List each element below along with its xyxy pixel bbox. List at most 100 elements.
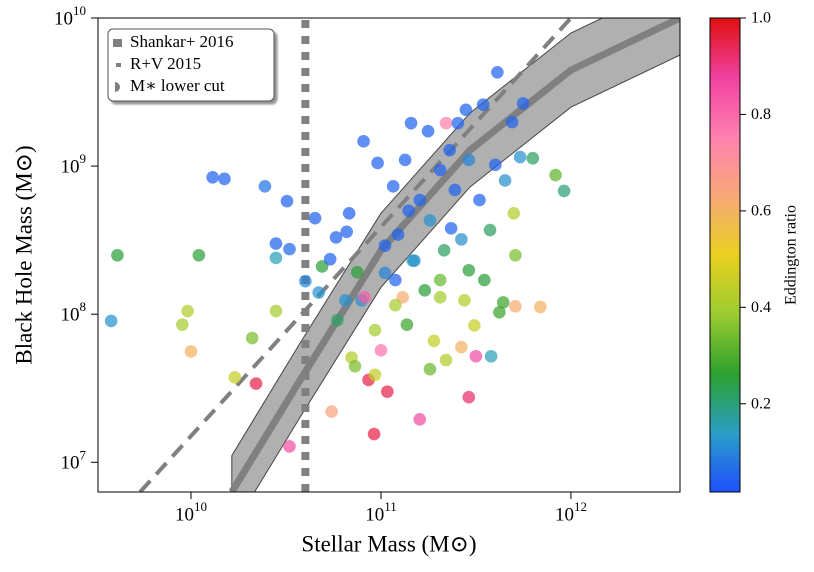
point <box>258 180 272 193</box>
point <box>462 153 476 167</box>
point <box>342 207 356 220</box>
legend-label: M∗ lower cut <box>130 76 225 95</box>
point <box>249 377 263 390</box>
point <box>381 385 394 398</box>
point <box>245 331 259 345</box>
point <box>439 353 453 367</box>
point <box>423 214 437 227</box>
point <box>509 300 522 313</box>
point <box>549 168 562 182</box>
point <box>280 194 294 208</box>
point <box>484 349 498 363</box>
point <box>478 273 491 287</box>
point <box>308 211 322 225</box>
y-tick-label: 109 <box>61 151 87 177</box>
point <box>374 344 388 357</box>
point <box>444 222 458 235</box>
point <box>104 314 118 328</box>
point <box>557 184 571 198</box>
point <box>473 193 486 207</box>
colorbar <box>709 17 741 493</box>
point <box>340 225 353 239</box>
colorbar-tick-label: 0.6 <box>751 203 771 220</box>
point <box>323 252 337 266</box>
point <box>192 248 206 262</box>
point <box>455 233 468 246</box>
x-tick-label: 1010 <box>175 499 207 525</box>
point <box>400 318 414 331</box>
point <box>184 345 198 358</box>
x-axis-label: Stellar Mass (M⊙) <box>301 531 476 556</box>
colorbar-tick-label: 0.2 <box>751 395 771 412</box>
x-tick-label: 1012 <box>555 499 587 525</box>
legend-box <box>107 28 275 102</box>
point <box>505 115 519 129</box>
point <box>469 349 483 363</box>
y-axis-label: Black Hole Mass (M⊙) <box>11 145 36 364</box>
y-tick-label: 1010 <box>54 3 86 29</box>
point <box>516 97 530 110</box>
point <box>389 298 402 312</box>
point <box>404 116 418 130</box>
point <box>312 286 325 299</box>
point <box>391 228 405 241</box>
point <box>283 440 296 453</box>
point <box>315 260 329 273</box>
y-tick-label: 107 <box>61 447 87 473</box>
point <box>357 135 370 148</box>
point <box>496 296 510 309</box>
point <box>181 304 194 318</box>
x-tick-label: 1011 <box>365 499 397 525</box>
legend: Shankar+ 2016 R+V 2015 M∗ lower cut <box>107 28 275 102</box>
point <box>386 180 400 193</box>
point <box>437 244 451 257</box>
point <box>489 158 502 172</box>
point <box>462 263 476 277</box>
colorbar-label: Eddington ratio <box>783 205 800 305</box>
point <box>476 98 490 111</box>
point <box>493 305 506 319</box>
point <box>331 313 344 327</box>
point <box>458 294 471 307</box>
point <box>462 390 476 404</box>
legend-swatch <box>115 82 120 92</box>
point <box>433 163 447 177</box>
point <box>459 103 473 117</box>
point <box>455 340 468 354</box>
point <box>423 362 437 376</box>
point <box>228 370 242 384</box>
point <box>378 239 392 253</box>
point <box>507 207 521 220</box>
point <box>325 405 338 418</box>
point <box>269 237 283 250</box>
point <box>534 300 547 314</box>
point <box>175 318 189 331</box>
legend-label: Shankar+ 2016 <box>130 32 234 51</box>
point <box>413 193 427 207</box>
point <box>269 251 283 265</box>
point <box>439 116 453 130</box>
point <box>339 294 352 307</box>
point <box>348 359 362 373</box>
point <box>378 266 392 280</box>
point <box>367 427 381 441</box>
point <box>413 413 427 426</box>
legend-label: R+V 2015 <box>130 54 201 73</box>
point <box>398 153 412 167</box>
point <box>498 174 512 187</box>
point <box>402 204 416 217</box>
point <box>371 156 384 170</box>
colorbar-tick-label: 0.8 <box>751 106 771 123</box>
point <box>368 368 382 382</box>
point <box>491 65 504 79</box>
point <box>269 304 283 318</box>
point <box>421 124 435 138</box>
point <box>427 334 441 348</box>
dashed-line <box>138 18 573 492</box>
point <box>513 150 527 164</box>
point <box>299 274 312 288</box>
point <box>329 231 343 244</box>
point <box>433 291 447 304</box>
point <box>448 183 462 197</box>
